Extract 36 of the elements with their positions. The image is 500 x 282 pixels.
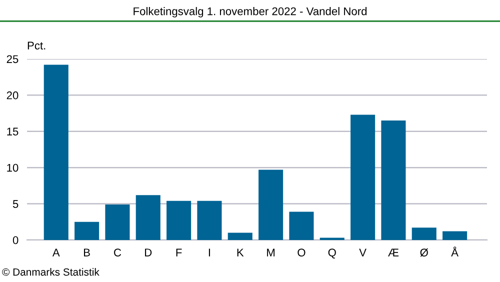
x-tick-label: A [52,248,60,256]
x-tick-label: K [237,248,244,256]
y-tick-label: 25 [6,55,18,64]
bar [105,204,130,240]
bar [197,200,222,240]
bar [412,228,436,240]
chart-title: Folketingsvalg 1. november 2022 - Vandel Nord [134,7,367,18]
y-tick-label: 0 [12,236,18,244]
x-tick-label: Q [328,248,336,258]
x-tick-label: Ø [420,248,428,257]
bar [74,222,100,240]
y-tick-label: 15 [7,128,18,136]
bar [258,170,284,240]
bar [381,120,406,240]
y-tick-label: 20 [6,91,18,100]
bar [442,231,468,240]
x-tick-label: O [298,248,306,256]
x-tick-label: V [359,248,366,256]
x-tick-label: B [84,248,90,256]
x-tick-label: C [114,248,122,256]
y-axis-title: Pct. [28,42,46,50]
bar [166,200,192,240]
bar [350,114,376,240]
bar [289,212,314,240]
x-tick-label: Æ [388,248,399,256]
x-tick-label: Å [451,246,458,256]
bar [136,195,160,240]
x-tick-label: I [208,248,210,256]
y-tick-label: 10 [7,164,18,172]
bar [228,232,252,240]
x-tick-label: F [176,248,182,256]
x-tick-label: M [267,248,275,256]
x-tick-label: D [145,248,152,256]
y-tick-label: 5 [12,200,18,208]
bar [44,64,68,240]
text: © Danmarks Statistik [2,268,100,276]
